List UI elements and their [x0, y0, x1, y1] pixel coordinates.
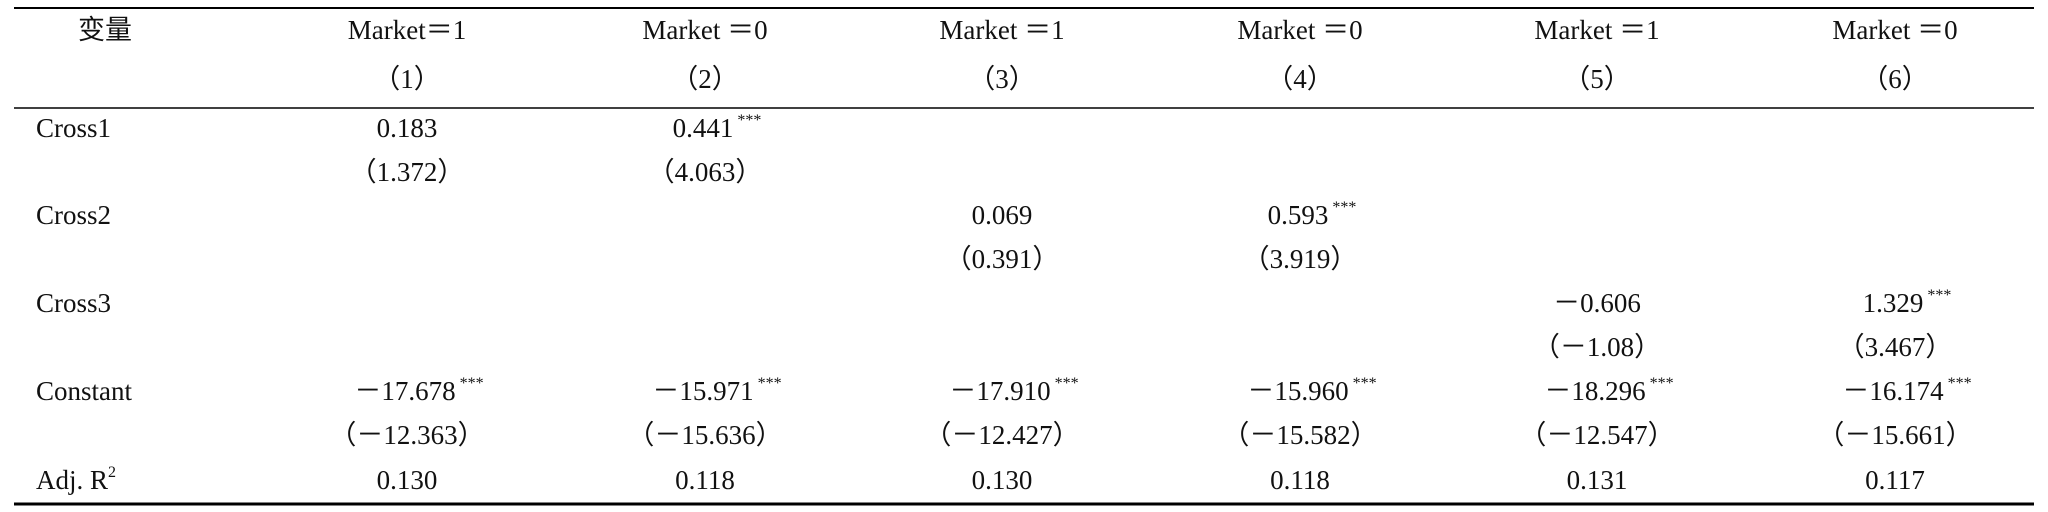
row-label-sup: 2: [108, 464, 116, 481]
coefficient-value: 0.117: [1865, 465, 1925, 495]
significance-stars: ***: [1055, 375, 1079, 392]
coefficient: 0.130: [377, 465, 438, 495]
column-market: Market ＝0: [1237, 15, 1362, 45]
coefficient-value: 0.130: [377, 465, 438, 495]
significance-stars: ***: [1948, 375, 1972, 392]
t-statistic: （－15.582）: [1222, 420, 1377, 450]
coefficient: 1.329 ***: [1863, 287, 1952, 319]
coefficient-value: 0.593: [1268, 200, 1329, 230]
coefficient-value: －17.678: [354, 376, 455, 406]
column-number: （2）: [671, 64, 739, 94]
t-statistic: （－12.363）: [329, 420, 484, 450]
column-market: Market＝1: [348, 15, 466, 45]
coefficient-value: 0.130: [972, 465, 1033, 495]
t-statistic: （3.919）: [1243, 244, 1358, 274]
coefficient-value: 0.183: [377, 113, 438, 143]
coefficient: －18.296 ***: [1544, 375, 1673, 407]
row-label-text: Cross1: [36, 113, 111, 143]
significance-stars: ***: [1927, 287, 1951, 304]
row-label-text: Cross3: [36, 288, 111, 318]
significance-stars: ***: [1332, 199, 1356, 216]
coefficient: 0.441 ***: [673, 112, 762, 144]
coefficient: 0.118: [675, 465, 735, 495]
row-label-text: Constant: [36, 376, 133, 406]
column-market: Market ＝0: [1832, 15, 1957, 45]
t-statistic: （0.391）: [945, 244, 1060, 274]
coefficient-value: －0.606: [1553, 288, 1641, 318]
column-market: Market ＝1: [1534, 15, 1659, 45]
column-number: （6）: [1861, 64, 1929, 94]
row-label: Cross2: [36, 200, 111, 230]
significance-stars: ***: [758, 375, 782, 392]
row-label: Cross3: [36, 288, 111, 318]
header-label: 变量: [78, 15, 132, 45]
row-label: Constant: [36, 376, 133, 406]
significance-stars: ***: [460, 375, 484, 392]
t-statistic: （－12.547）: [1519, 420, 1674, 450]
row-label-text: Adj. R: [36, 465, 108, 495]
row-label: Adj. R2: [36, 464, 116, 496]
coefficient: 0.069: [972, 200, 1033, 230]
t-statistic: （1.372）: [350, 157, 465, 187]
coefficient-value: 0.118: [675, 465, 735, 495]
coefficient: －0.606: [1553, 288, 1641, 318]
row-label: Cross1: [36, 113, 111, 143]
column-number: （1）: [373, 64, 441, 94]
t-statistic: （－15.661）: [1817, 420, 1972, 450]
coefficient-value: 0.131: [1567, 465, 1628, 495]
coefficient: 0.118: [1270, 465, 1330, 495]
coefficient-value: －15.971: [652, 376, 753, 406]
column-number: （3）: [968, 64, 1036, 94]
coefficient: －17.910 ***: [949, 375, 1078, 407]
coefficient: 0.131: [1567, 465, 1628, 495]
coefficient-value: 0.441: [673, 113, 734, 143]
significance-stars: ***: [737, 112, 761, 129]
column-market: Market ＝0: [642, 15, 767, 45]
row-label-text: Cross2: [36, 200, 111, 230]
coefficient-value: －18.296: [1544, 376, 1645, 406]
coefficient-value: －16.174: [1842, 376, 1944, 406]
coefficient-value: －15.960: [1247, 376, 1348, 406]
coefficient-value: 0.069: [972, 200, 1033, 230]
column-number: （5）: [1563, 64, 1631, 94]
column-market: Market ＝1: [939, 15, 1064, 45]
coefficient: 0.183: [377, 113, 438, 143]
significance-stars: ***: [1353, 375, 1377, 392]
coefficient: 0.130: [972, 465, 1033, 495]
column-number: （4）: [1266, 64, 1334, 94]
t-statistic: （－15.636）: [627, 420, 782, 450]
coefficient: 0.117: [1865, 465, 1925, 495]
t-statistic: （4.063）: [648, 157, 763, 187]
coefficient: 0.593 ***: [1268, 199, 1357, 231]
coefficient: －15.971 ***: [652, 375, 781, 407]
t-statistic: （－12.427）: [924, 420, 1079, 450]
coefficient-value: 1.329: [1863, 288, 1924, 318]
coefficient-value: －17.910: [949, 376, 1050, 406]
coefficient: －17.678 ***: [354, 375, 483, 407]
coefficient: －16.174 ***: [1842, 375, 1971, 407]
t-statistic: （－1.08）: [1533, 332, 1661, 362]
significance-stars: ***: [1650, 375, 1674, 392]
t-statistic: （3.467）: [1838, 332, 1953, 362]
coefficient: －15.960 ***: [1247, 375, 1376, 407]
coefficient-value: 0.118: [1270, 465, 1330, 495]
